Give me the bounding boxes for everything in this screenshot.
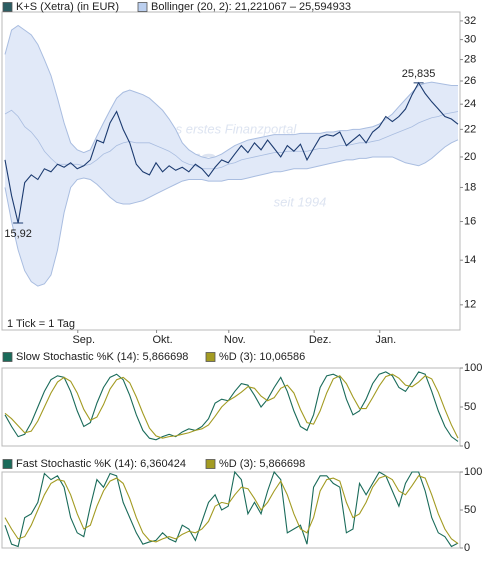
- bollinger-lower: [4, 139, 459, 287]
- y-tick-label: 20: [464, 151, 476, 163]
- x-tick-label: Jan.: [375, 334, 396, 346]
- y-tick-label: 12: [464, 299, 476, 311]
- series-line: [4, 371, 459, 442]
- y-tick-label: 22: [464, 123, 476, 135]
- legend-swatch: [205, 352, 216, 362]
- watermark-text: seit 1994: [274, 194, 327, 209]
- y-tick-label: 50: [464, 504, 476, 516]
- y-tick-label: 26: [464, 75, 476, 87]
- x-tick-label: Sep.: [72, 334, 95, 346]
- x-tick-label: Okt.: [152, 334, 172, 346]
- series-line: [4, 475, 459, 544]
- x-tick-label: Nov.: [224, 334, 246, 346]
- y-tick-label: 100: [464, 362, 482, 374]
- series-line: [4, 373, 459, 439]
- legend-label: Fast Stochastic %K (14): 6,360424: [16, 458, 186, 470]
- legend-swatch: [205, 459, 216, 469]
- annotation-label: 25,835: [402, 68, 436, 80]
- y-tick-label: 32: [464, 15, 476, 27]
- plot-frame: [1, 367, 461, 447]
- legend-label: %D (3): 5,866698: [219, 458, 305, 470]
- y-tick-label: 0: [464, 542, 470, 554]
- y-tick-label: 50: [464, 401, 476, 413]
- legend-swatch: [2, 2, 13, 12]
- y-tick-label: 24: [464, 98, 476, 110]
- y-tick-label: 28: [464, 53, 476, 65]
- bollinger-middle: [4, 109, 459, 170]
- legend-label: Bollinger (20, 2): 21,221067 – 25,594933: [151, 1, 351, 13]
- plot-frame: [1, 471, 461, 549]
- legend-label: Slow Stochastic %K (14): 5,866698: [16, 351, 188, 363]
- legend-label: %D (3): 10,06586: [219, 351, 305, 363]
- legend-swatch: [2, 459, 13, 469]
- series-line: [4, 81, 459, 224]
- y-tick-label: 14: [464, 254, 476, 266]
- note: 1 Tick = 1 Tag: [7, 318, 75, 330]
- annotation-label: 15,92: [4, 228, 32, 240]
- legend-swatch: [2, 352, 13, 362]
- x-tick-label: Dez.: [309, 334, 332, 346]
- bollinger-band: [5, 25, 458, 287]
- legend-label: K+S (Xetra) (in EUR): [16, 1, 119, 13]
- legend-swatch: [137, 2, 148, 12]
- y-tick-label: 18: [464, 181, 476, 193]
- y-tick-label: 100: [464, 466, 482, 478]
- y-tick-label: 30: [464, 33, 476, 45]
- y-tick-label: 16: [464, 215, 476, 227]
- y-tick-label: 0: [464, 440, 470, 452]
- series-line: [4, 470, 459, 548]
